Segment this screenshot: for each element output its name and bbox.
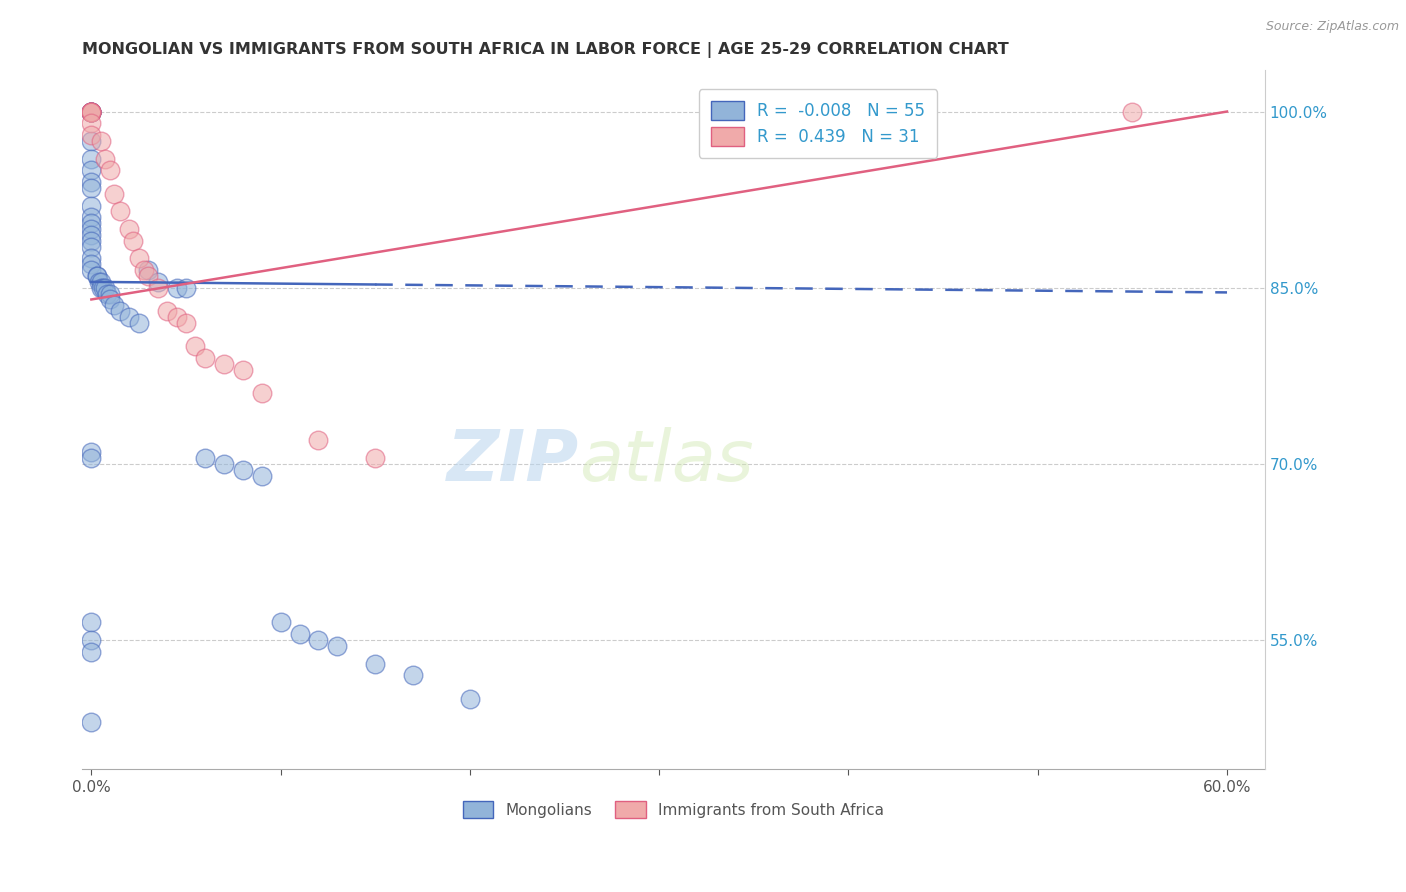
Point xyxy=(98,293,121,307)
Point xyxy=(118,222,141,236)
Point xyxy=(194,450,217,465)
Point xyxy=(118,310,141,324)
Point xyxy=(122,234,145,248)
Point xyxy=(134,263,156,277)
Point xyxy=(80,227,103,242)
Point xyxy=(364,657,387,671)
Point xyxy=(93,281,115,295)
Point xyxy=(80,104,103,119)
Point xyxy=(184,339,207,353)
Point xyxy=(326,639,349,653)
Point xyxy=(98,286,121,301)
Point xyxy=(80,152,103,166)
Point xyxy=(80,128,103,142)
Point xyxy=(128,252,150,266)
Point xyxy=(250,468,273,483)
Point xyxy=(103,186,125,201)
Point xyxy=(80,715,103,730)
Point xyxy=(166,281,188,295)
Legend: Mongolians, Immigrants from South Africa: Mongolians, Immigrants from South Africa xyxy=(457,795,890,824)
Point xyxy=(146,281,169,295)
Point xyxy=(80,104,103,119)
Point xyxy=(174,281,197,295)
Point xyxy=(80,134,103,148)
Point xyxy=(80,104,103,119)
Point xyxy=(212,457,235,471)
Point xyxy=(80,633,103,648)
Point xyxy=(86,268,108,283)
Point xyxy=(80,645,103,659)
Text: ZIP: ZIP xyxy=(447,427,579,496)
Point xyxy=(146,275,169,289)
Point xyxy=(458,691,481,706)
Point xyxy=(232,463,254,477)
Point xyxy=(96,286,118,301)
Point xyxy=(174,316,197,330)
Point xyxy=(80,104,103,119)
Point xyxy=(80,104,103,119)
Point xyxy=(80,445,103,459)
Point xyxy=(80,239,103,253)
Point xyxy=(194,351,217,366)
Point xyxy=(308,434,330,448)
Point xyxy=(91,281,114,295)
Point xyxy=(402,668,425,682)
Point xyxy=(288,627,311,641)
Point xyxy=(80,234,103,248)
Point xyxy=(232,363,254,377)
Point xyxy=(108,304,131,318)
Point xyxy=(80,450,103,465)
Point xyxy=(156,304,179,318)
Point xyxy=(80,257,103,271)
Point xyxy=(80,211,103,225)
Point xyxy=(364,450,387,465)
Text: atlas: atlas xyxy=(579,427,754,496)
Point xyxy=(90,134,112,148)
Text: MONGOLIAN VS IMMIGRANTS FROM SOUTH AFRICA IN LABOR FORCE | AGE 25-29 CORRELATION: MONGOLIAN VS IMMIGRANTS FROM SOUTH AFRIC… xyxy=(82,42,1008,58)
Point xyxy=(87,275,110,289)
Point xyxy=(93,152,115,166)
Point xyxy=(80,181,103,195)
Point xyxy=(80,104,103,119)
Text: Source: ZipAtlas.com: Source: ZipAtlas.com xyxy=(1265,20,1399,33)
Point xyxy=(80,104,103,119)
Point xyxy=(250,386,273,401)
Point xyxy=(80,163,103,178)
Point xyxy=(136,268,159,283)
Point xyxy=(80,222,103,236)
Point xyxy=(270,615,292,630)
Point xyxy=(108,204,131,219)
Point xyxy=(80,252,103,266)
Point xyxy=(80,263,103,277)
Point xyxy=(166,310,188,324)
Point xyxy=(86,268,108,283)
Point xyxy=(212,357,235,371)
Point xyxy=(80,198,103,212)
Point xyxy=(80,216,103,230)
Point xyxy=(90,281,112,295)
Point xyxy=(1121,104,1143,119)
Point xyxy=(103,298,125,312)
Point xyxy=(90,275,112,289)
Point xyxy=(128,316,150,330)
Point xyxy=(136,263,159,277)
Point xyxy=(80,104,103,119)
Point xyxy=(80,116,103,130)
Point xyxy=(80,175,103,189)
Point xyxy=(98,163,121,178)
Point xyxy=(80,615,103,630)
Point xyxy=(80,104,103,119)
Point xyxy=(80,104,103,119)
Point xyxy=(308,633,330,648)
